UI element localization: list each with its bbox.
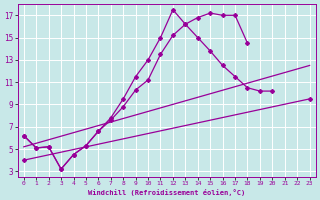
X-axis label: Windchill (Refroidissement éolien,°C): Windchill (Refroidissement éolien,°C) xyxy=(88,189,245,196)
